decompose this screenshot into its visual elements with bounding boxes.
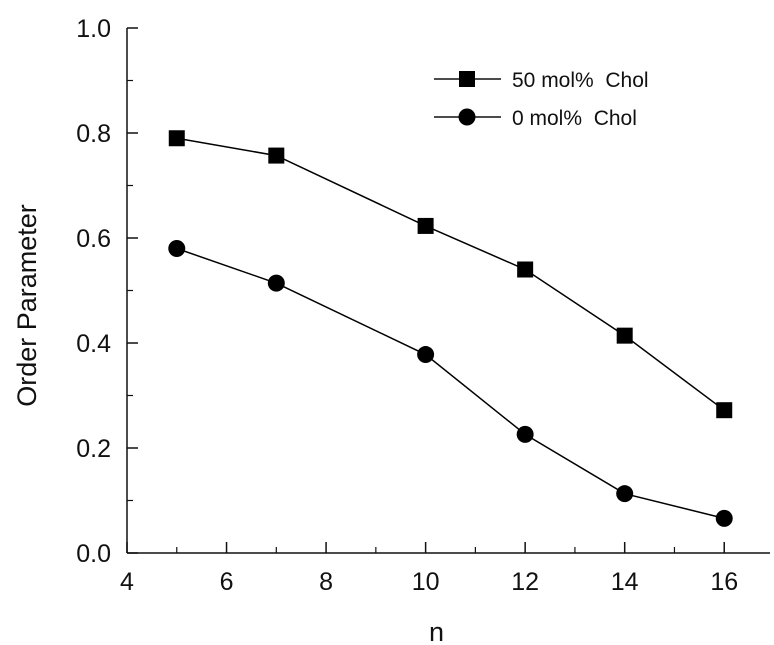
x-axis-ticks: 4 6 8 10 12 14 16 — [120, 542, 738, 596]
series-line — [176, 137, 725, 411]
y-tick-label: 1.0 — [76, 15, 111, 43]
legend-square-marker — [459, 71, 475, 87]
data-point-circle — [516, 425, 534, 443]
x-tick-label: 4 — [120, 568, 134, 596]
data-point-square — [716, 402, 733, 419]
legend: 50 mol% Chol 0 mol% Chol — [434, 69, 649, 130]
y-tick-label: 0.4 — [76, 330, 111, 358]
data-point-circle — [616, 485, 634, 503]
legend-circle-marker — [458, 108, 476, 126]
data-point-circle — [417, 346, 435, 364]
x-tick-label: 10 — [412, 568, 440, 596]
y-tick-label: 0.0 — [76, 540, 111, 568]
x-tick-label: 8 — [319, 568, 333, 596]
x-tick-label: 14 — [611, 568, 639, 596]
x-axis-title: n — [429, 617, 444, 645]
y-tick-label: 0.8 — [76, 120, 111, 148]
series-layer — [168, 130, 733, 527]
data-point-square — [268, 147, 285, 164]
series-line — [176, 247, 725, 520]
legend-entry-0-chol: 0 mol% Chol — [434, 107, 637, 130]
legend-label-50-chol: 50 mol% Chol — [512, 69, 649, 92]
series-50-chol — [168, 130, 733, 419]
data-point-circle — [267, 274, 285, 292]
data-point-circle — [168, 240, 186, 257]
data-point-square — [616, 327, 633, 344]
y-axis-ticks: 0.0 0.2 0.4 0.6 0.8 1.0 — [76, 15, 138, 568]
y-tick-label: 0.6 — [76, 225, 111, 253]
data-point-square — [168, 130, 185, 147]
legend-label-0-chol: 0 mol% Chol — [512, 107, 637, 130]
series-0-chol — [168, 240, 733, 527]
x-tick-label: 16 — [710, 568, 738, 596]
x-tick-label: 12 — [511, 568, 539, 596]
data-point-circle — [715, 509, 733, 527]
data-point-square — [417, 217, 434, 234]
x-tick-label: 6 — [220, 568, 234, 596]
legend-entry-50-chol: 50 mol% Chol — [434, 69, 649, 92]
y-axis-title: Order Parameter — [12, 204, 42, 407]
data-point-square — [517, 261, 534, 278]
plot-axes — [126, 28, 770, 554]
y-tick-label: 0.2 — [76, 435, 111, 463]
